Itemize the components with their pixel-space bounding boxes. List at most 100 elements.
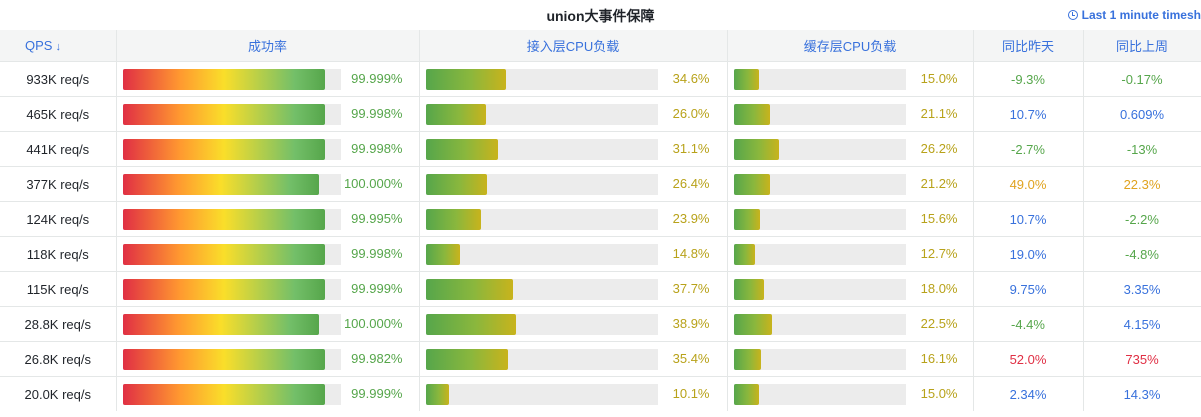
- success-rate-gauge-track: [122, 384, 341, 405]
- cache-cpu-value: 15.6%: [920, 211, 958, 226]
- table-row: 377K req/s 100.000% 26.4% 21.2% 49.0% 22.3%: [0, 166, 1201, 202]
- ingress-cpu-gauge-fill: [425, 349, 508, 370]
- cache-cpu-gauge-fill: [733, 139, 779, 160]
- success-rate-cell: 99.998%: [116, 96, 420, 132]
- data-table: QPS ↓ 成功率 接入层CPU负载 缓存层CPU负载 同比昨天 同比上周 933…: [0, 30, 1201, 411]
- column-header-qps-label: QPS: [25, 38, 53, 53]
- ingress-cpu-gauge-fill: [425, 174, 487, 195]
- success-rate-cell: 99.999%: [116, 376, 420, 411]
- ingress-cpu-gauge: 37.7%: [420, 272, 727, 306]
- cache-cpu-gauge: 26.2%: [728, 132, 973, 166]
- ingress-cpu-cell: 34.6%: [419, 61, 728, 97]
- cache-cpu-gauge: 15.6%: [728, 202, 973, 236]
- cache-cpu-gauge-fill: [733, 349, 762, 370]
- ingress-cpu-cell: 37.7%: [419, 271, 728, 307]
- cache-cpu-gauge-fill: [733, 69, 760, 90]
- qps-cell: 115K req/s: [0, 271, 117, 307]
- cache-cpu-value: 26.2%: [920, 141, 958, 156]
- success-rate-gauge-fill: [122, 69, 326, 90]
- cache-cpu-value: 15.0%: [920, 386, 958, 401]
- success-rate-cell: 99.999%: [116, 61, 420, 97]
- success-rate-gauge: 99.999%: [117, 272, 419, 306]
- column-header-ingress-cpu[interactable]: 接入层CPU负载: [419, 30, 728, 62]
- day-over-day-cell: 10.7%: [973, 201, 1084, 237]
- qps-cell: 20.0K req/s: [0, 376, 117, 411]
- success-rate-gauge-fill: [122, 349, 326, 370]
- success-rate-gauge: 99.998%: [117, 237, 419, 271]
- week-over-week-cell: 3.35%: [1083, 271, 1201, 307]
- cache-cpu-gauge: 15.0%: [728, 62, 973, 96]
- day-over-day-cell: 19.0%: [973, 236, 1084, 272]
- ingress-cpu-gauge: 26.4%: [420, 167, 727, 201]
- success-rate-value: 100.000%: [343, 176, 403, 191]
- cache-cpu-gauge-fill: [733, 279, 765, 300]
- cache-cpu-gauge: 21.2%: [728, 167, 973, 201]
- ingress-cpu-cell: 14.8%: [419, 236, 728, 272]
- ingress-cpu-gauge: 38.9%: [420, 307, 727, 341]
- qps-cell: 118K req/s: [0, 236, 117, 272]
- cache-cpu-gauge-fill: [733, 384, 760, 405]
- panel-title[interactable]: union大事件保障: [546, 8, 655, 24]
- day-over-day-cell: -2.7%: [973, 131, 1084, 167]
- ingress-cpu-cell: 10.1%: [419, 376, 728, 411]
- week-over-week-cell: 735%: [1083, 341, 1201, 377]
- column-header-qps[interactable]: QPS ↓: [0, 30, 117, 62]
- clock-icon: [1067, 10, 1078, 20]
- table-row: 118K req/s 99.998% 14.8% 12.7% 19.0% -4.8%: [0, 236, 1201, 272]
- success-rate-cell: 99.982%: [116, 341, 420, 377]
- success-rate-gauge: 99.982%: [117, 342, 419, 376]
- ingress-cpu-value: 37.7%: [672, 281, 710, 296]
- ingress-cpu-gauge-fill: [425, 69, 506, 90]
- cache-cpu-gauge-fill: [733, 314, 773, 335]
- cache-cpu-value: 18.0%: [920, 281, 958, 296]
- cache-cpu-gauge-track: [733, 104, 906, 125]
- success-rate-cell: 99.998%: [116, 131, 420, 167]
- success-rate-value: 99.995%: [351, 211, 403, 226]
- ingress-cpu-gauge: 31.1%: [420, 132, 727, 166]
- ingress-cpu-value: 26.0%: [672, 106, 710, 121]
- time-range-picker[interactable]: Last 1 minute timesh: [1067, 8, 1201, 22]
- ingress-cpu-gauge-track: [425, 69, 658, 90]
- day-over-day-cell: -4.4%: [973, 306, 1084, 342]
- time-range-label: Last 1 minute timesh: [1081, 8, 1201, 22]
- ingress-cpu-gauge-track: [425, 139, 658, 160]
- cache-cpu-gauge: 22.5%: [728, 307, 973, 341]
- panel-header: union大事件保障 Last 1 minute timesh: [0, 0, 1201, 30]
- cache-cpu-cell: 18.0%: [727, 271, 974, 307]
- cache-cpu-cell: 15.0%: [727, 376, 974, 411]
- ingress-cpu-gauge-fill: [425, 139, 498, 160]
- week-over-week-cell: -4.8%: [1083, 236, 1201, 272]
- day-over-day-cell: -9.3%: [973, 61, 1084, 97]
- column-header-success[interactable]: 成功率: [116, 30, 420, 62]
- ingress-cpu-gauge-track: [425, 209, 658, 230]
- ingress-cpu-gauge-track: [425, 384, 658, 405]
- cache-cpu-gauge-track: [733, 314, 906, 335]
- cache-cpu-gauge-track: [733, 384, 906, 405]
- success-rate-gauge-track: [122, 314, 341, 335]
- cache-cpu-gauge-track: [733, 244, 906, 265]
- success-rate-gauge-track: [122, 174, 341, 195]
- success-rate-value: 99.982%: [351, 351, 403, 366]
- cache-cpu-value: 12.7%: [920, 246, 958, 261]
- success-rate-gauge-track: [122, 349, 341, 370]
- cache-cpu-value: 16.1%: [920, 351, 958, 366]
- success-rate-gauge-fill: [122, 244, 326, 265]
- ingress-cpu-value: 35.4%: [672, 351, 710, 366]
- table-row: 26.8K req/s 99.982% 35.4% 16.1% 52.0% 735%: [0, 341, 1201, 377]
- table-row: 441K req/s 99.998% 31.1% 26.2% -2.7% -13%: [0, 131, 1201, 167]
- sort-arrow-down-icon: ↓: [55, 41, 61, 53]
- success-rate-gauge-track: [122, 279, 341, 300]
- column-header-wow[interactable]: 同比上周: [1083, 30, 1201, 62]
- week-over-week-cell: 4.15%: [1083, 306, 1201, 342]
- day-over-day-cell: 2.34%: [973, 376, 1084, 411]
- cache-cpu-gauge-fill: [733, 209, 761, 230]
- cache-cpu-value: 15.0%: [920, 71, 958, 86]
- success-rate-gauge: 100.000%: [117, 307, 419, 341]
- ingress-cpu-gauge-track: [425, 174, 658, 195]
- column-header-cache-cpu[interactable]: 缓存层CPU负载: [727, 30, 974, 62]
- column-header-dod[interactable]: 同比昨天: [973, 30, 1084, 62]
- success-rate-gauge-track: [122, 104, 341, 125]
- success-rate-gauge: 99.998%: [117, 97, 419, 131]
- cache-cpu-cell: 15.0%: [727, 61, 974, 97]
- cache-cpu-cell: 12.7%: [727, 236, 974, 272]
